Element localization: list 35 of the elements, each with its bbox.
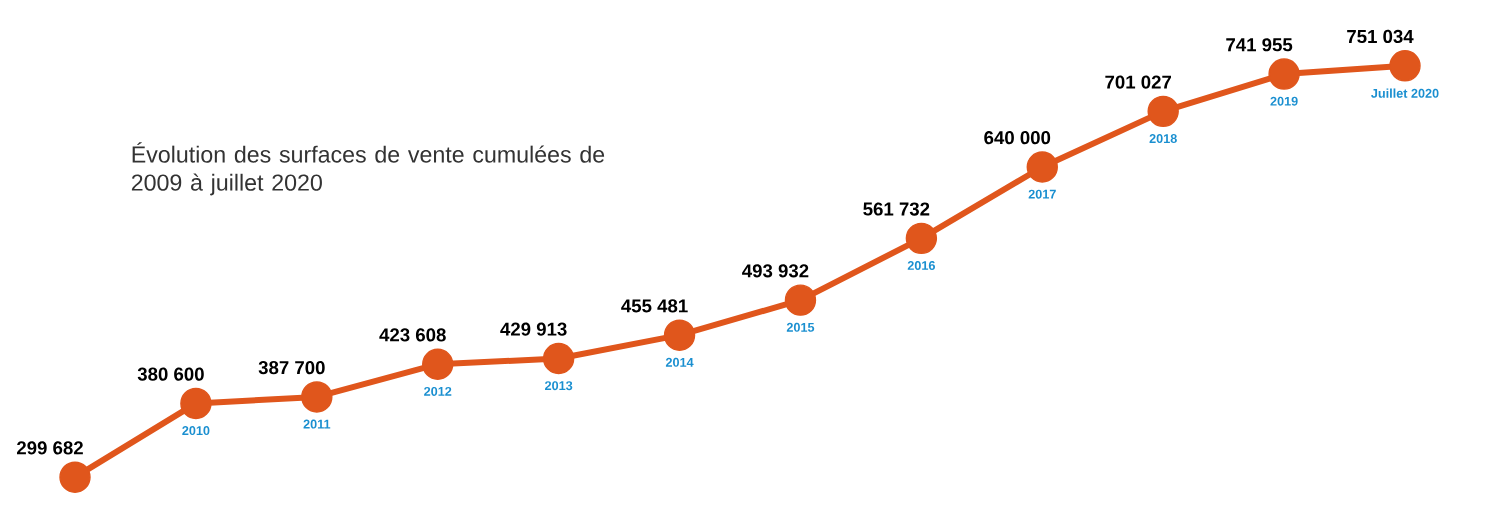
- data-label: 640 000: [984, 131, 1051, 145]
- x-tick-label: Juillet 2020: [1371, 88, 1439, 98]
- data-label: 423 608: [379, 328, 446, 342]
- x-tick-label: 2019: [1270, 96, 1298, 106]
- point: [1268, 58, 1300, 90]
- data-label: 299 682: [17, 441, 83, 455]
- data-label: 380 600: [137, 367, 204, 381]
- point: [663, 319, 696, 351]
- point: [905, 222, 938, 255]
- x-tick-label: 2012: [424, 386, 452, 396]
- point: [180, 387, 212, 420]
- data-label: 701 027: [1105, 75, 1171, 89]
- point: [542, 342, 575, 375]
- data-label: 561 732: [863, 202, 930, 216]
- x-tick-label: 2013: [545, 381, 573, 391]
- point: [1389, 50, 1421, 82]
- x-tick-label: 2014: [665, 357, 694, 367]
- data-label: 751 034: [1347, 29, 1414, 44]
- x-tick-label: 2018: [1149, 134, 1177, 144]
- x-tick-label: 2016: [907, 261, 936, 270]
- x-tick-label: 2017: [1028, 189, 1056, 199]
- point: [1026, 151, 1058, 183]
- point: [784, 284, 817, 316]
- x-tick-label: 2011: [303, 419, 331, 429]
- data-label: 455 481: [621, 299, 688, 313]
- data-label: 387 700: [258, 361, 325, 375]
- x-tick-label: 2015: [786, 322, 815, 332]
- data-label: 741 955: [1226, 38, 1293, 52]
- data-label: 493 932: [742, 264, 809, 278]
- x-tick-label: 2010: [182, 426, 210, 436]
- point: [301, 381, 333, 413]
- point: [1147, 95, 1179, 128]
- data-label: 429 913: [500, 322, 567, 336]
- text: Évolution des surfaces de vente cumulées de 2009 à juillet 2020: [131, 142, 605, 196]
- point: [422, 348, 454, 380]
